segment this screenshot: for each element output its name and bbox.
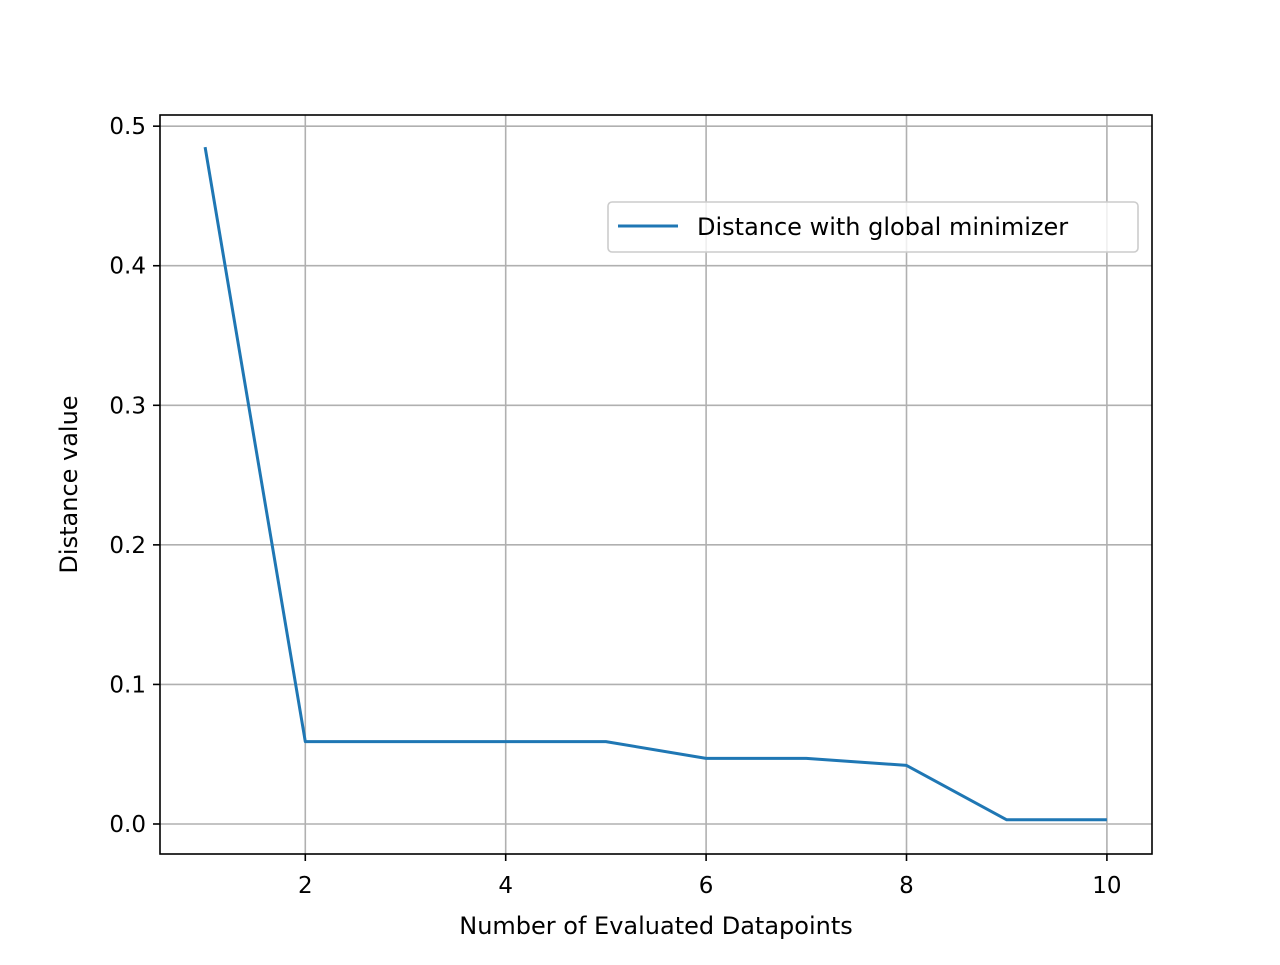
- y-tick-label: 0.4: [109, 254, 146, 280]
- y-tick-label: 0.3: [109, 393, 146, 419]
- y-tick-label: 0.1: [109, 672, 146, 698]
- x-tick-label: 6: [699, 873, 714, 899]
- legend-entry-label: Distance with global minimizer: [697, 213, 1068, 241]
- y-tick-label: 0.5: [109, 114, 146, 140]
- y-tick-label: 0.0: [109, 812, 146, 838]
- x-tick-label: 8: [899, 873, 914, 899]
- x-tick-label: 4: [498, 873, 513, 899]
- x-axis-label: Number of Evaluated Datapoints: [459, 912, 853, 940]
- x-tick-label: 2: [298, 873, 313, 899]
- x-tick-label: 10: [1092, 873, 1121, 899]
- y-axis-label: Distance value: [55, 395, 83, 573]
- y-tick-label: 0.2: [109, 533, 146, 559]
- legend: Distance with global minimizer: [608, 202, 1138, 252]
